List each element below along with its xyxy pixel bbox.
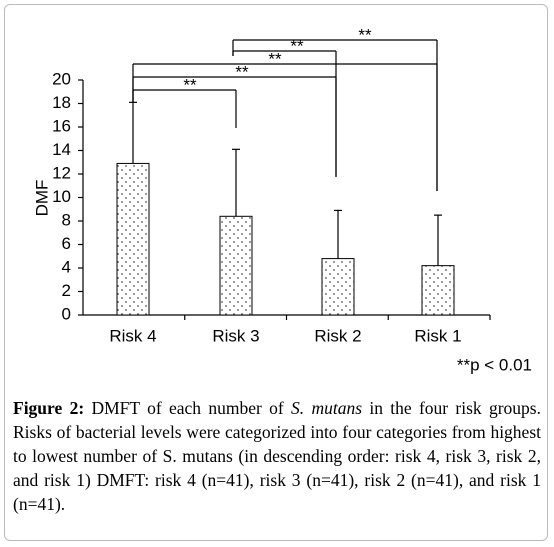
bar xyxy=(421,265,455,316)
caption-text: in the four risk groups. Risks of bacter… xyxy=(13,398,541,514)
y-tick-label: 12 xyxy=(52,163,71,182)
x-tick-label: Risk 2 xyxy=(314,326,361,345)
significance-label: ** xyxy=(268,49,282,68)
bar xyxy=(219,215,253,316)
chart: DMF **p < 0.01 0 2 4 6 8 10 12 14 16 18 20 Risk 4 Ri… xyxy=(32,25,532,374)
y-axis-title: DMF xyxy=(32,180,51,217)
bar xyxy=(321,258,355,316)
significance-label: ** xyxy=(183,75,197,94)
caption: Figure 2: DMFT of each number of S. muta… xyxy=(13,396,541,516)
significance-label: ** xyxy=(290,36,304,55)
caption-species: S. mutans xyxy=(291,398,363,418)
caption-text: DMFT of each number of xyxy=(84,398,292,418)
y-tick-label: 6 xyxy=(62,234,71,253)
y-tick-label: 10 xyxy=(52,187,71,206)
significance-label: ** xyxy=(358,25,372,44)
x-tick-label: Risk 1 xyxy=(414,326,461,345)
y-tick-label: 16 xyxy=(52,116,71,135)
significance-label: ** xyxy=(235,62,249,81)
y-tick-label: 14 xyxy=(52,140,71,159)
bar xyxy=(116,162,150,316)
x-tick-label: Risk 3 xyxy=(212,326,259,345)
footnote: **p < 0.01 xyxy=(457,355,532,374)
y-tick-label: 2 xyxy=(62,281,71,300)
x-tick-label: Risk 4 xyxy=(109,326,156,345)
y-tick-label: 20 xyxy=(52,69,71,88)
y-tick-label: 0 xyxy=(62,304,71,323)
frame xyxy=(4,4,548,541)
y-tick-label: 4 xyxy=(62,257,71,276)
y-tick-label: 8 xyxy=(62,210,71,229)
caption-label: Figure 2: xyxy=(13,398,85,418)
y-tick-label: 18 xyxy=(52,93,71,112)
